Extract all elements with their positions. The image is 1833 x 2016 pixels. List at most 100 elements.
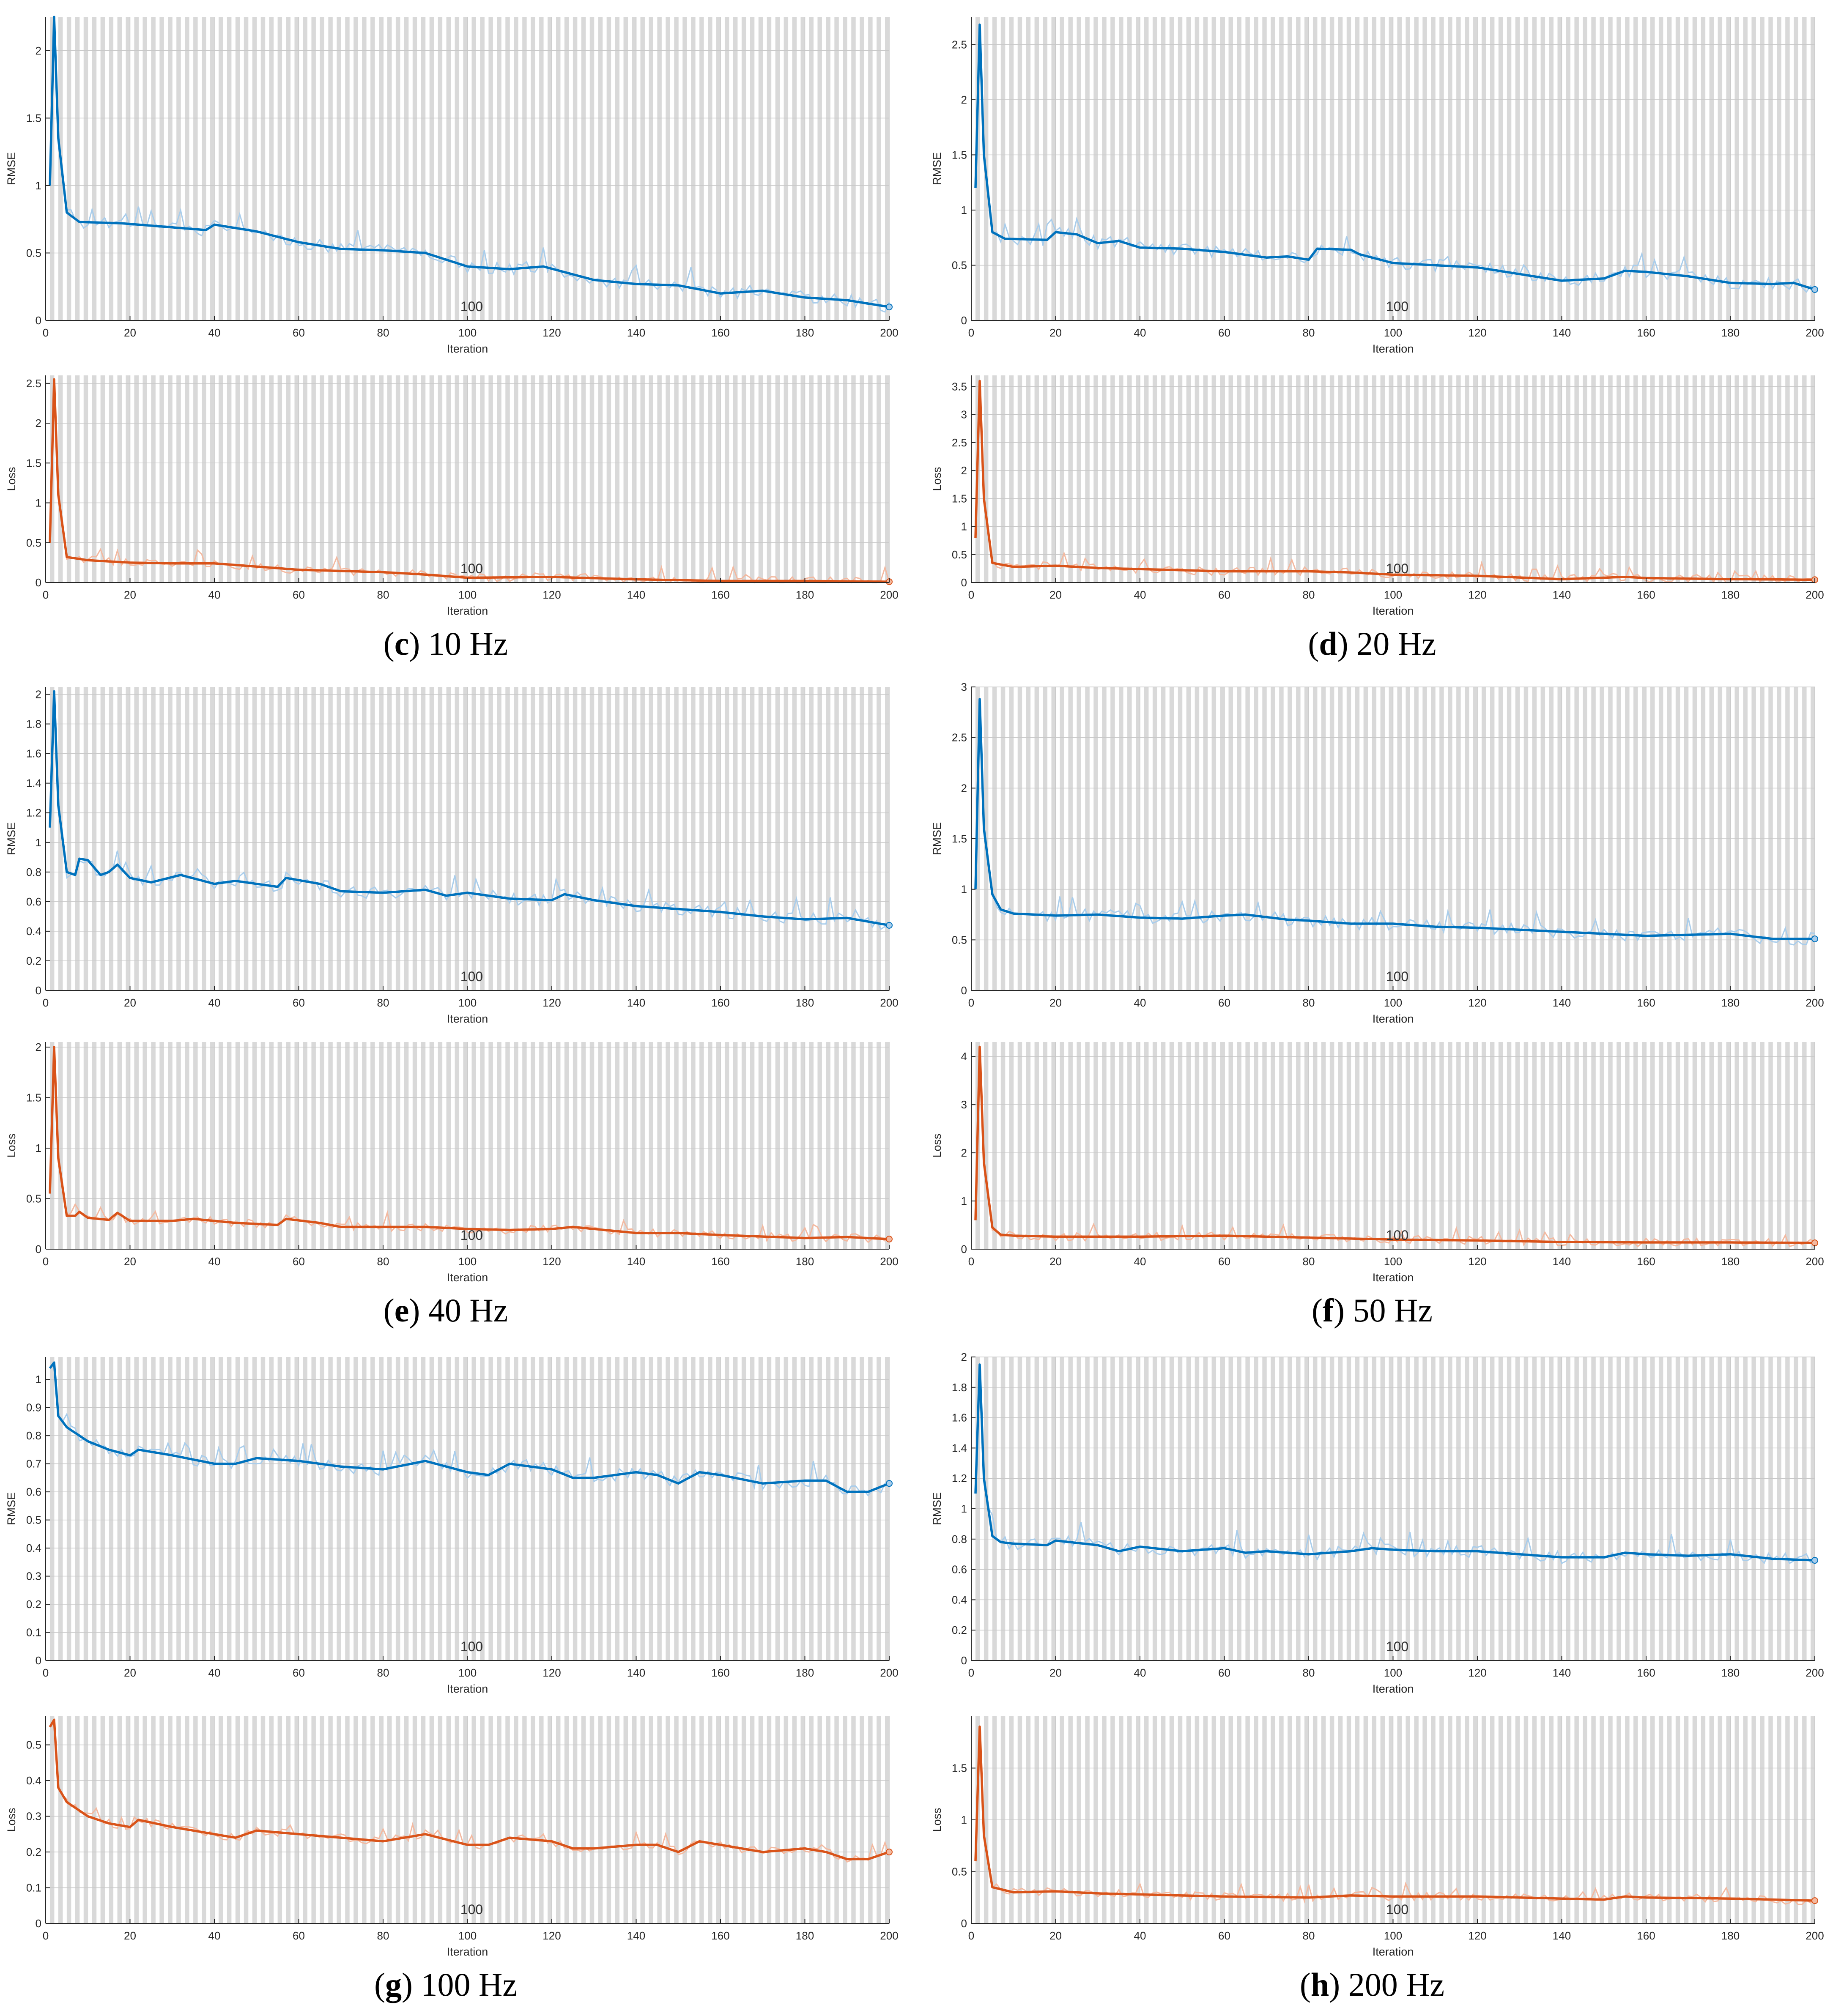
caption-text: 100 Hz — [413, 1966, 517, 2003]
x-tick-label: 0 — [968, 1666, 974, 1679]
caption-text: 50 Hz — [1345, 1292, 1433, 1329]
y-tick-label: 1.4 — [952, 1442, 967, 1454]
epoch-marker-label: 100 — [460, 1228, 483, 1243]
x-tick-label: 160 — [1637, 588, 1655, 601]
final-point-marker — [886, 1849, 893, 1856]
x-tick-label: 180 — [796, 996, 814, 1009]
raw-rmse-line — [49, 1361, 890, 1497]
y-tick-label: 1 — [36, 1373, 41, 1386]
x-tick-label: 120 — [1468, 1929, 1486, 1942]
x-tick-label: 120 — [543, 1255, 561, 1268]
epoch-marker-label: 100 — [1386, 1639, 1408, 1654]
x-axis-label: Iteration — [447, 1012, 488, 1025]
y-tick-label: 2 — [36, 44, 41, 57]
plot-f-rmse: 0 0.5 1 1.5 2 2.5 3 0 20 40 60 80 100 120 140 160 180 200… — [931, 681, 1824, 1025]
x-tick-label: 200 — [880, 588, 898, 601]
panel-caption-d: (d) 20 Hz — [1308, 625, 1436, 662]
y-tick-label: 0.8 — [26, 1429, 41, 1442]
y-tick-label: 2.5 — [952, 38, 967, 51]
x-tick-label: 20 — [1049, 588, 1062, 601]
x-tick-label: 180 — [1721, 996, 1740, 1009]
x-axis-label: Iteration — [1373, 342, 1414, 355]
x-tick-label: 120 — [1468, 996, 1486, 1009]
x-tick-label: 160 — [711, 1666, 729, 1679]
final-point-marker — [1811, 935, 1818, 942]
x-tick-label: 180 — [1721, 326, 1740, 339]
raw-loss-line — [975, 1726, 1816, 1905]
caption-text: 20 Hz — [1348, 625, 1436, 662]
final-point-marker — [886, 1480, 893, 1487]
x-tick-label: 0 — [968, 326, 974, 339]
y-tick-label: 0.2 — [26, 1598, 41, 1611]
x-axis-label: Iteration — [447, 342, 488, 355]
x-tick-label: 200 — [1806, 326, 1824, 339]
y-tick-label: 2 — [961, 93, 967, 106]
y-tick-label: 1 — [961, 1814, 967, 1826]
x-tick-label: 0 — [43, 1929, 49, 1942]
x-tick-label: 100 — [458, 1666, 477, 1679]
epoch-shading — [975, 375, 1815, 583]
panel-caption-f: (f) 50 Hz — [1312, 1292, 1433, 1329]
y-tick-label: 1.5 — [952, 148, 967, 161]
caption-letter: e — [394, 1292, 409, 1329]
epoch-marker-label: 100 — [1386, 561, 1408, 576]
x-tick-label: 180 — [796, 1255, 814, 1268]
x-tick-label: 180 — [1721, 1666, 1740, 1679]
x-tick-label: 160 — [1637, 1929, 1655, 1942]
plot-h-rmse: 00.20.40.60.811.21.41.61.820 20 40 60 80 100 1… — [931, 1351, 1824, 1695]
smoothed-rmse-line — [49, 1361, 890, 1493]
x-axis-label: Iteration — [1373, 605, 1414, 617]
x-axis-label: Iteration — [447, 605, 488, 617]
y-tick-label: 0 — [961, 1917, 967, 1930]
x-tick-label: 40 — [1134, 1929, 1146, 1942]
y-tick-label: 1 — [961, 204, 967, 216]
y-tick-label: 2.5 — [952, 436, 967, 449]
y-tick-label: 3 — [961, 1098, 967, 1111]
x-tick-label: 0 — [968, 1255, 974, 1268]
y-tick-label: 0 — [36, 1917, 41, 1930]
y-tick-label: 1 — [36, 179, 41, 192]
y-tick-label: 0.8 — [26, 866, 41, 878]
x-tick-label: 140 — [1553, 1255, 1571, 1268]
x-tick-label: 20 — [1049, 1929, 1062, 1942]
y-axis-label: Loss — [931, 1808, 943, 1832]
y-tick-label: 3.5 — [952, 380, 967, 393]
x-tick-label: 60 — [293, 1255, 305, 1268]
y-axis-label: RMSE — [5, 822, 18, 855]
y-tick-label: 0.6 — [26, 1485, 41, 1498]
x-axis-label: Iteration — [1373, 1945, 1414, 1958]
x-tick-label: 100 — [1384, 1255, 1402, 1268]
plot-d-rmse: 0 0.5 1 1.5 2 2.5 0 20 40 60 80 100 120 140 160 180 200 I… — [931, 17, 1824, 355]
raw-loss-line — [975, 1047, 1815, 1247]
y-tick-label: 3 — [961, 681, 967, 693]
epoch-marker-label: 100 — [1386, 1902, 1408, 1917]
x-tick-label: 0 — [43, 996, 49, 1009]
x-tick-label: 40 — [208, 996, 221, 1009]
x-tick-label: 80 — [377, 588, 389, 601]
x-tick-label: 200 — [880, 1929, 898, 1942]
y-tick-label: 1.5 — [26, 1091, 41, 1104]
x-tick-label: 160 — [1637, 326, 1655, 339]
x-tick-label: 20 — [124, 1929, 136, 1942]
x-tick-label: 200 — [1806, 996, 1824, 1009]
plot-c-rmse: 00.511.520 20 40 60 80 100 120 140 160 180 200Iter… — [5, 16, 899, 355]
caption-text: 40 Hz — [420, 1292, 508, 1329]
y-tick-label: 1 — [961, 883, 967, 896]
x-tick-label: 80 — [1303, 588, 1315, 601]
y-tick-label: 0 — [36, 576, 41, 589]
y-tick-label: 0.3 — [26, 1810, 41, 1823]
smoothed-loss-line — [974, 1045, 1815, 1244]
x-tick-label: 80 — [377, 1929, 389, 1942]
x-tick-label: 80 — [377, 996, 389, 1009]
y-tick-label: 0.5 — [26, 536, 41, 549]
panel-caption-c: (c) 10 Hz — [383, 625, 508, 662]
x-tick-label: 20 — [124, 1666, 136, 1679]
x-tick-label: 180 — [796, 1666, 814, 1679]
x-tick-label: 140 — [1553, 996, 1571, 1009]
y-tick-label: 2 — [36, 1041, 41, 1053]
y-tick-label: 3 — [961, 408, 967, 421]
x-tick-label: 40 — [1134, 1666, 1146, 1679]
x-tick-label: 100 — [458, 588, 477, 601]
y-tick-label: 1.6 — [952, 1411, 967, 1424]
